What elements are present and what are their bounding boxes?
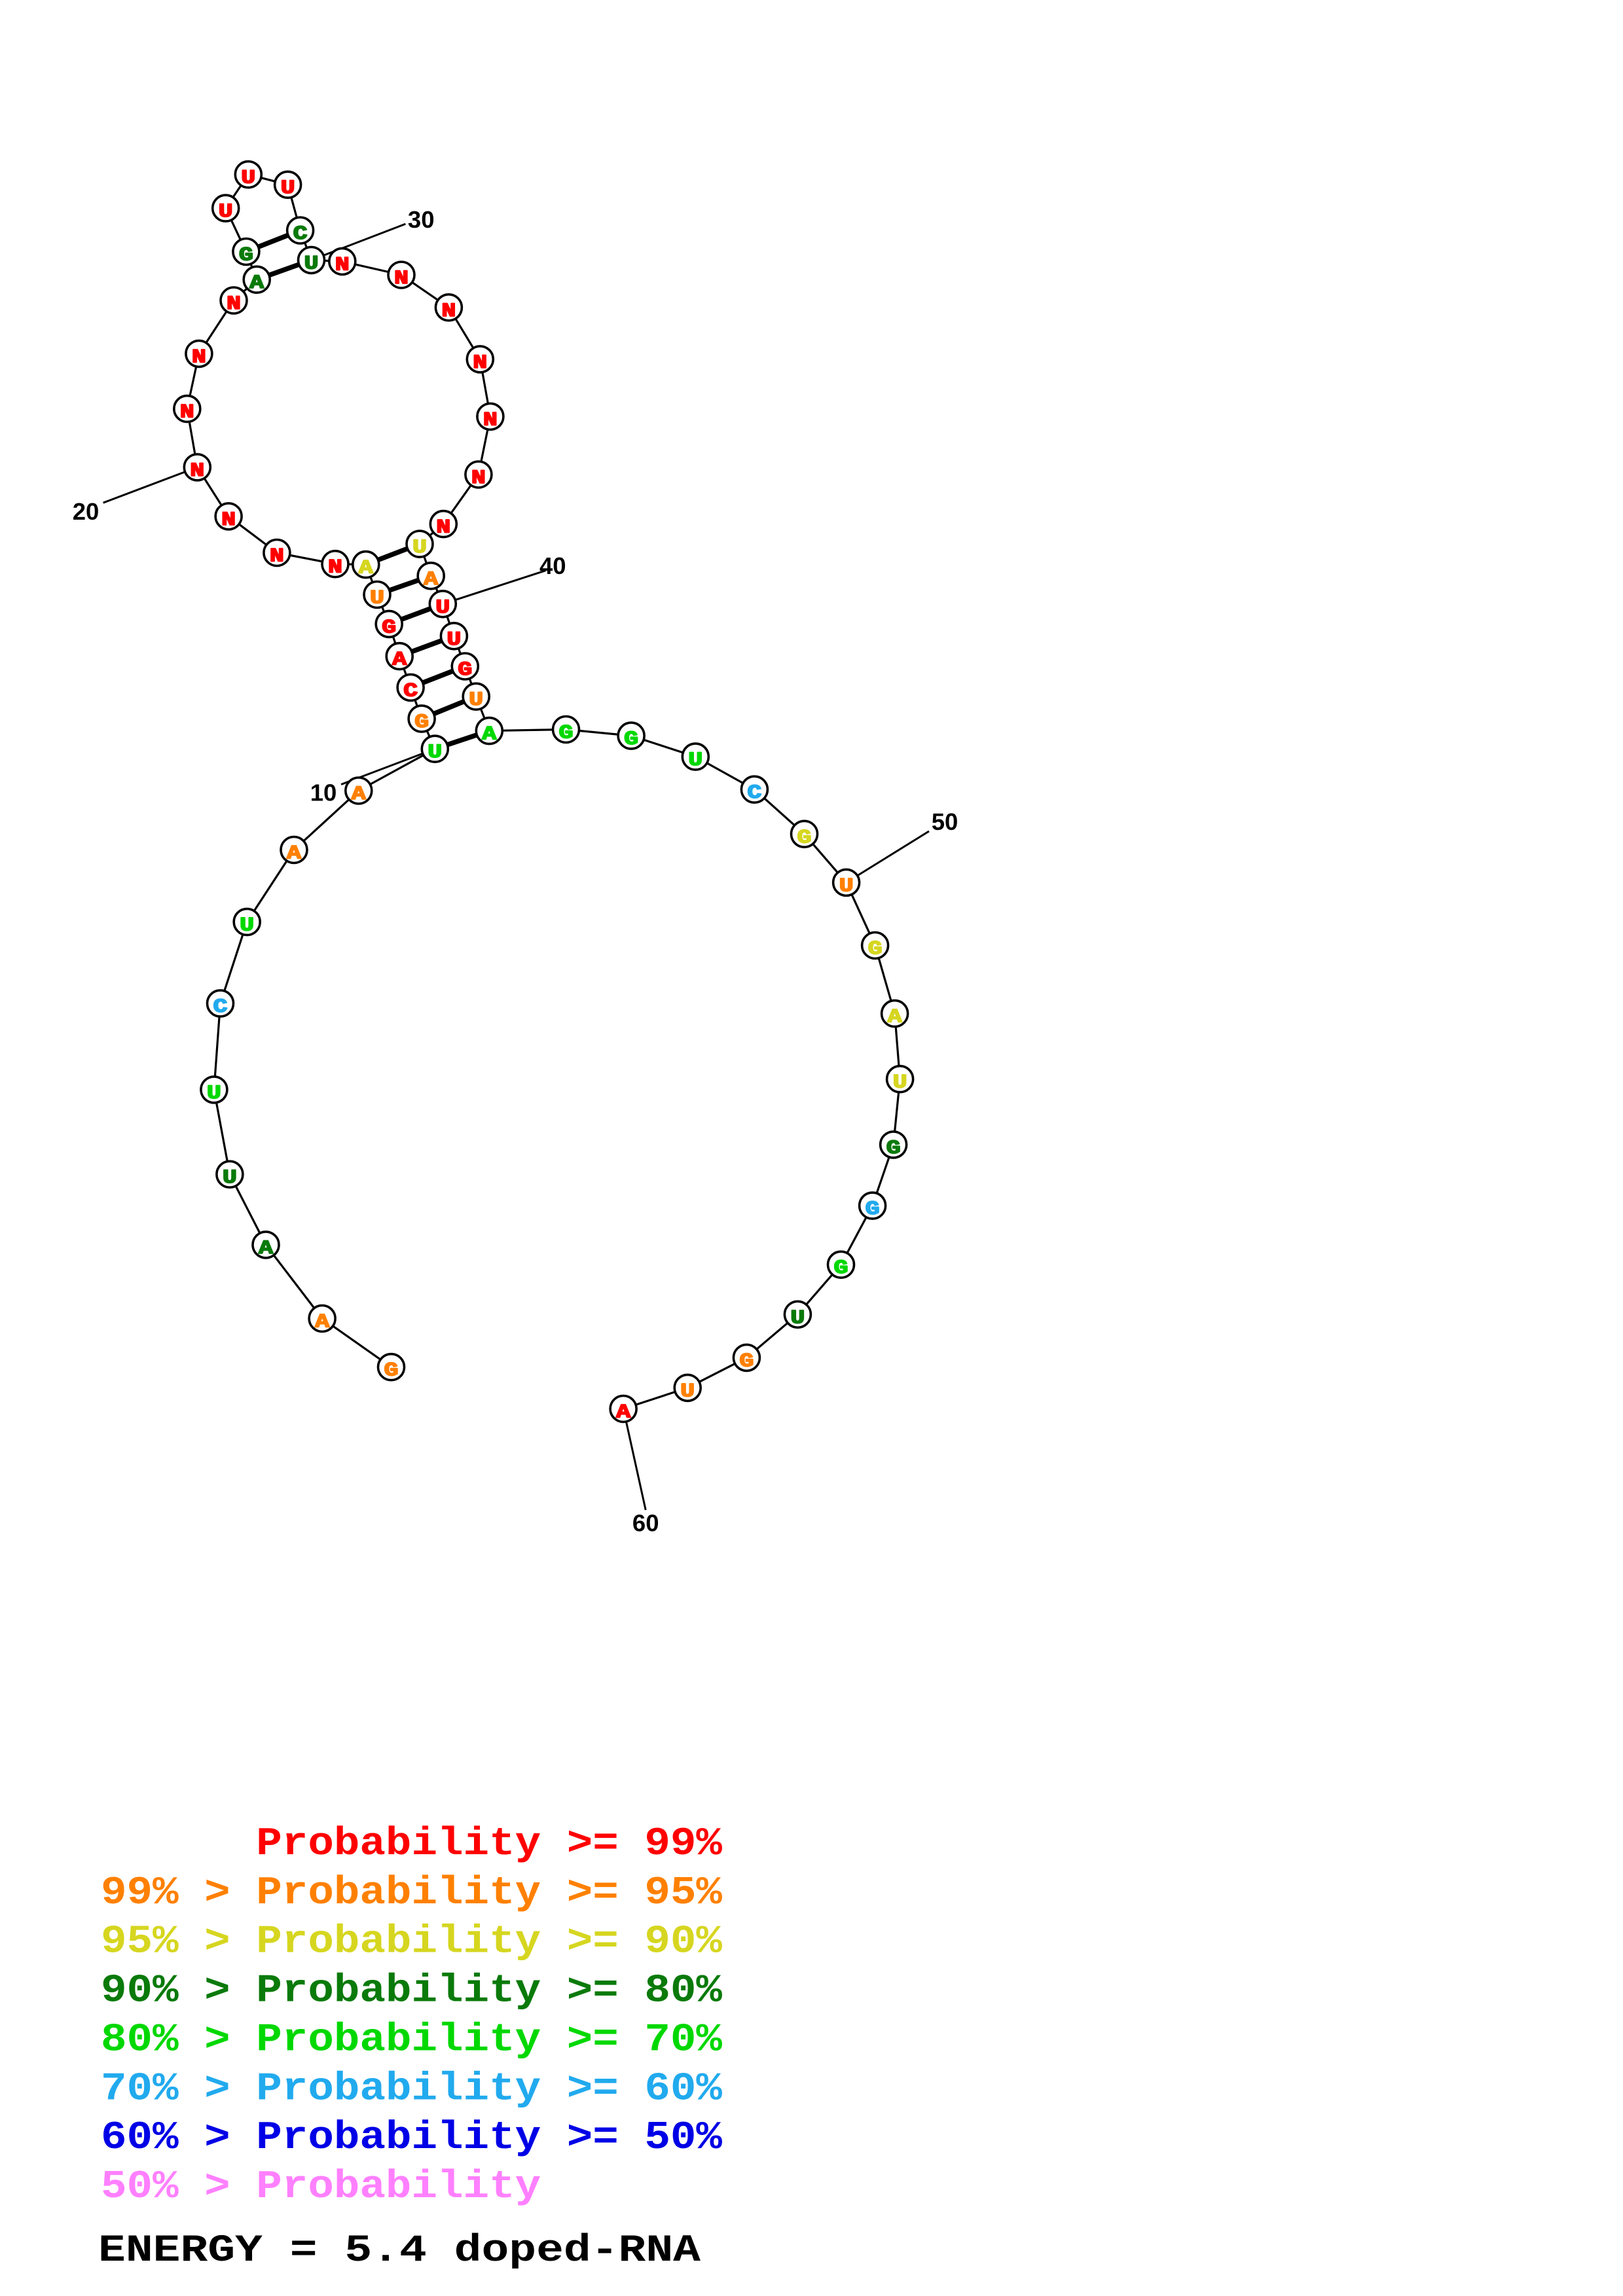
- svg-text:U: U: [223, 1167, 237, 1189]
- svg-text:U: U: [412, 537, 427, 559]
- svg-text:N: N: [335, 254, 350, 276]
- svg-text:N: N: [192, 346, 206, 368]
- svg-text:40: 40: [539, 552, 566, 579]
- svg-text:G: G: [414, 711, 429, 734]
- svg-text:G: G: [834, 1257, 848, 1280]
- svg-text:60: 60: [632, 1510, 659, 1537]
- svg-text:A: A: [352, 783, 366, 806]
- svg-text:C: C: [293, 223, 308, 245]
- svg-text:G: G: [886, 1138, 901, 1160]
- svg-text:A: A: [315, 1312, 329, 1334]
- svg-text:U: U: [428, 742, 442, 764]
- svg-text:U: U: [370, 588, 384, 610]
- svg-text:U: U: [281, 177, 295, 200]
- svg-text:G: G: [382, 617, 396, 639]
- svg-text:80% > Probability >= 70%: 80% > Probability >= 70%: [101, 2018, 723, 2062]
- svg-text:N: N: [270, 546, 284, 568]
- svg-text:20: 20: [73, 498, 100, 525]
- svg-text:A: A: [287, 843, 301, 865]
- svg-text:G: G: [866, 1198, 880, 1221]
- svg-text:U: U: [839, 875, 854, 897]
- svg-text:A: A: [424, 569, 438, 591]
- svg-text:G: G: [458, 659, 472, 681]
- svg-text:30: 30: [408, 206, 435, 233]
- svg-text:10: 10: [310, 780, 337, 806]
- svg-text:A: A: [249, 272, 264, 295]
- svg-text:A: A: [616, 1402, 630, 1424]
- svg-text:50% > Probability: 50% > Probability: [101, 2165, 541, 2210]
- svg-text:U: U: [219, 201, 233, 223]
- svg-text:N: N: [441, 300, 456, 323]
- svg-text:G: G: [239, 245, 253, 267]
- svg-text:G: G: [739, 1350, 754, 1372]
- svg-text:G: G: [797, 827, 812, 849]
- svg-text:N: N: [394, 268, 409, 290]
- svg-text:U: U: [469, 689, 483, 711]
- svg-text:A: A: [259, 1238, 273, 1260]
- svg-text:N: N: [190, 460, 204, 482]
- svg-text:N: N: [221, 509, 236, 531]
- svg-text:U: U: [790, 1307, 805, 1329]
- svg-text:U: U: [207, 1083, 221, 1105]
- svg-text:N: N: [483, 409, 498, 431]
- svg-text:A: A: [888, 1007, 902, 1029]
- svg-text:C: C: [747, 782, 761, 804]
- svg-text:A: A: [359, 558, 373, 580]
- svg-text:99% > Probability >= 95%: 99% > Probability >= 95%: [101, 1871, 723, 1916]
- svg-text:95% > Probability >= 90%: 95% > Probability >= 90%: [101, 1920, 723, 1965]
- svg-text:N: N: [471, 467, 486, 490]
- svg-text:Probability >= 99%: Probability >= 99%: [256, 1822, 723, 1867]
- svg-text:N: N: [473, 352, 487, 374]
- svg-text:C: C: [213, 996, 228, 1018]
- svg-text:ENERGY = 5.4 doped-RNA: ENERGY = 5.4 doped-RNA: [98, 2230, 701, 2272]
- svg-text:N: N: [436, 517, 450, 539]
- svg-text:U: U: [435, 597, 450, 619]
- svg-text:G: G: [624, 728, 638, 751]
- svg-text:50: 50: [932, 808, 958, 835]
- svg-text:U: U: [680, 1380, 695, 1403]
- svg-text:N: N: [180, 402, 194, 424]
- svg-text:G: G: [868, 939, 883, 961]
- svg-text:U: U: [304, 253, 319, 275]
- svg-text:U: U: [688, 749, 702, 772]
- svg-text:N: N: [328, 557, 342, 579]
- svg-text:C: C: [403, 680, 418, 702]
- svg-text:U: U: [241, 168, 255, 190]
- svg-text:U: U: [893, 1072, 907, 1094]
- svg-text:N: N: [227, 293, 241, 315]
- svg-text:G: G: [384, 1360, 399, 1382]
- svg-text:60% > Probability >= 50%: 60% > Probability >= 50%: [101, 2116, 723, 2161]
- svg-text:A: A: [482, 724, 496, 746]
- svg-text:70% > Probability >= 60%: 70% > Probability >= 60%: [101, 2067, 723, 2111]
- svg-text:U: U: [240, 915, 254, 937]
- svg-text:G: G: [559, 723, 574, 745]
- svg-text:90% > Probability >= 80%: 90% > Probability >= 80%: [101, 1969, 723, 2014]
- svg-text:A: A: [392, 649, 407, 672]
- svg-text:U: U: [447, 629, 461, 651]
